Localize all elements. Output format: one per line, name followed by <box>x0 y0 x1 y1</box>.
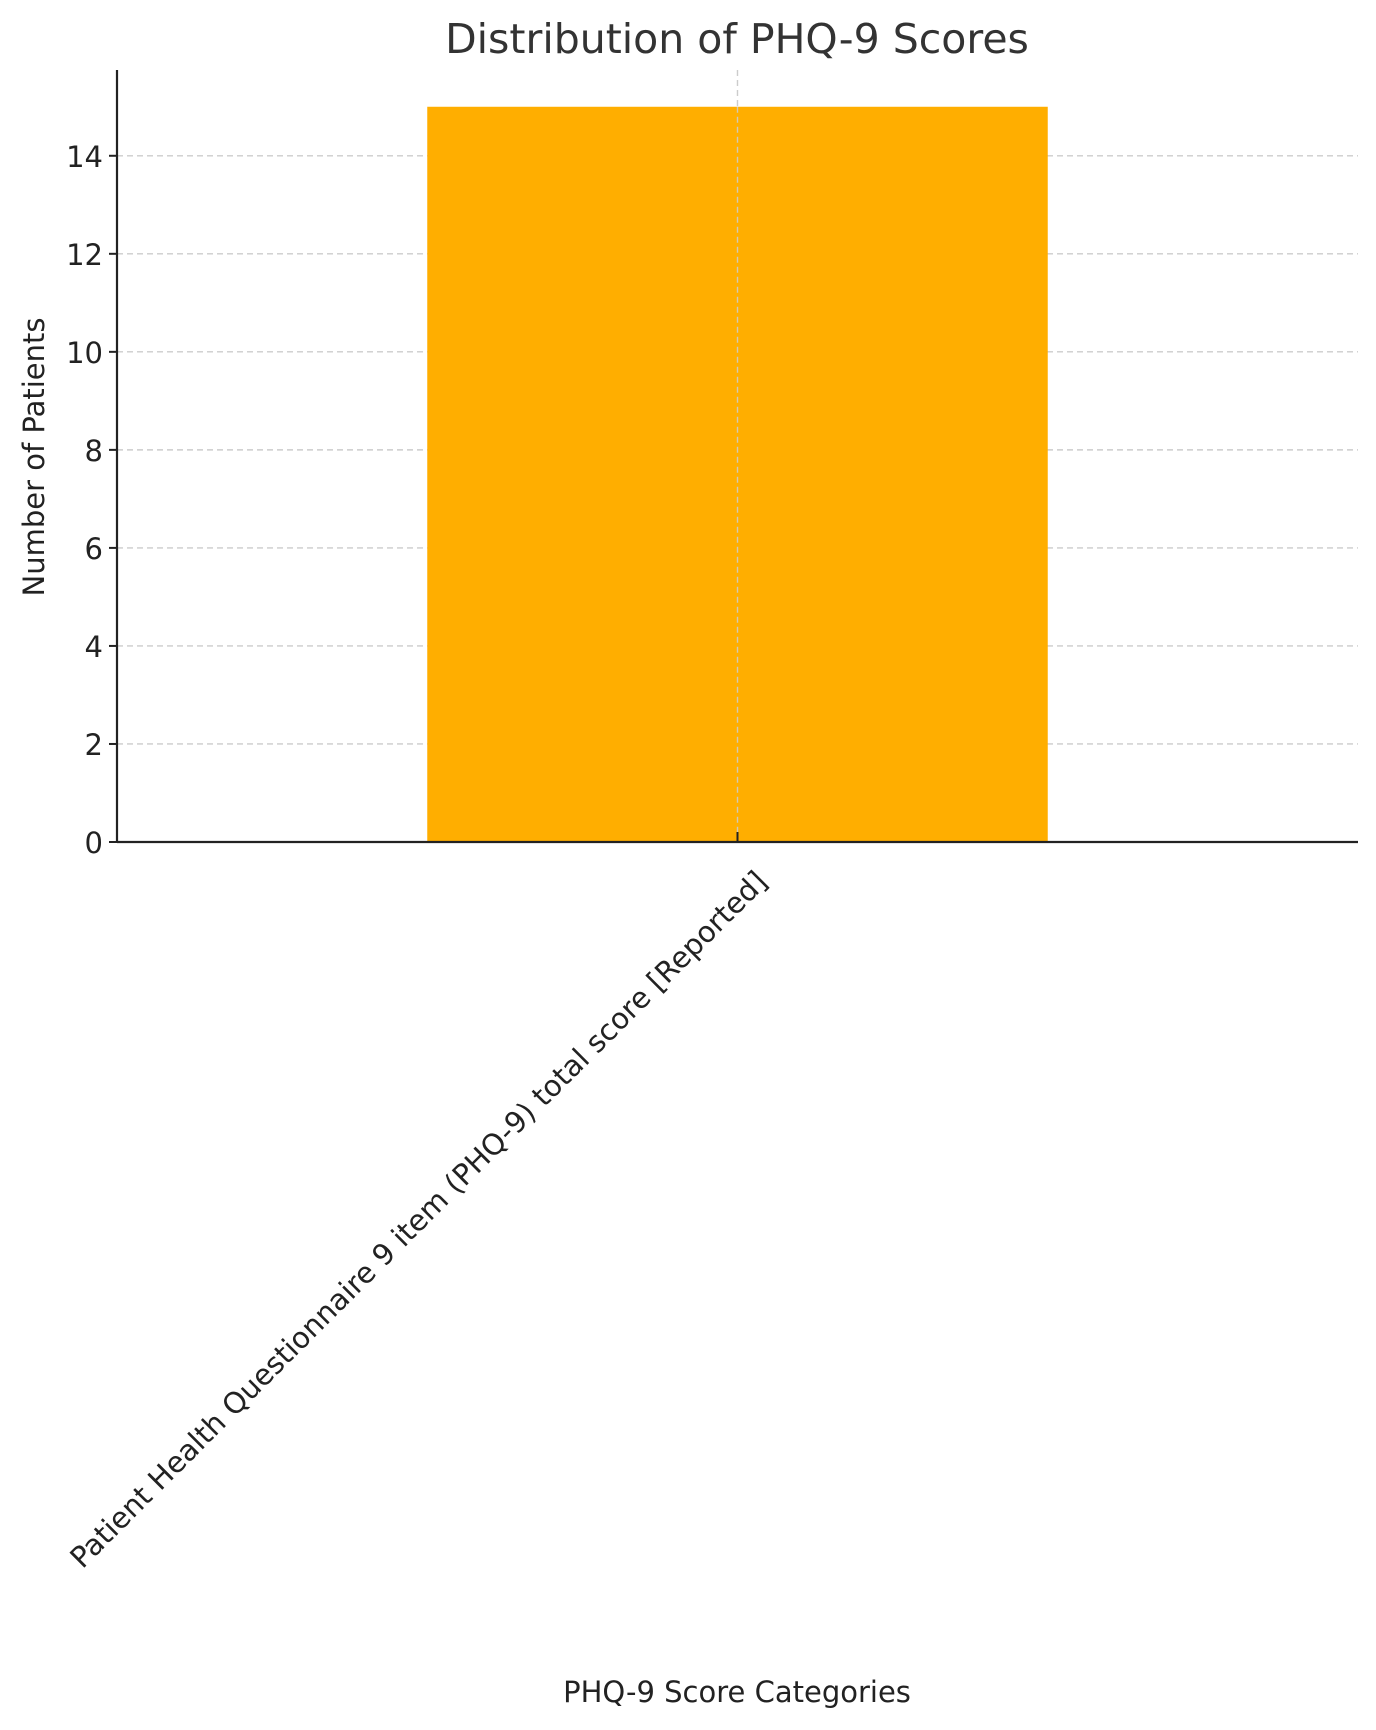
y-axis-label: Number of Patients <box>17 318 51 597</box>
y-tick-label: 14 <box>66 140 103 174</box>
y-tick-label: 0 <box>85 826 103 860</box>
y-tick-label: 10 <box>66 336 103 370</box>
y-tick-label: 6 <box>85 532 103 566</box>
y-tick-label: 8 <box>85 434 103 468</box>
chart-title: Distribution of PHQ-9 Scores <box>445 15 1029 63</box>
y-tick-label: 12 <box>66 238 103 272</box>
x-axis-label: PHQ-9 Score Categories <box>563 1675 911 1709</box>
y-tick-label: 4 <box>85 630 103 664</box>
y-ticks: 0 2 4 6 8 10 12 14 <box>66 140 117 860</box>
y-tick-label: 2 <box>85 728 103 762</box>
bars <box>427 106 1048 842</box>
